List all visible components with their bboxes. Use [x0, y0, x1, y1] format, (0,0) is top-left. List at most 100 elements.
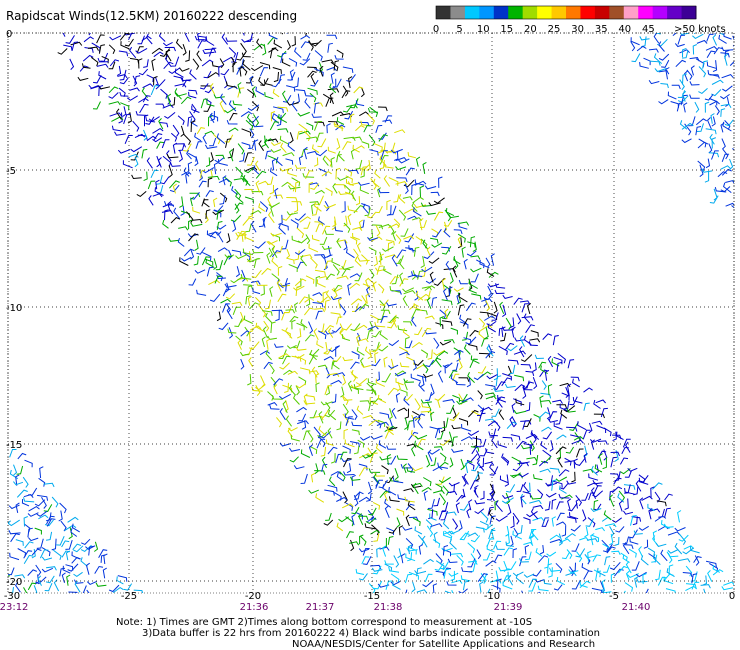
wind-barb: [247, 156, 255, 166]
wind-barb: [480, 511, 489, 523]
wind-barb: [525, 324, 535, 334]
wind-barb: [244, 326, 250, 337]
wind-barb: [304, 91, 314, 97]
wind-barb: [359, 111, 370, 117]
wind-barb: [431, 297, 438, 307]
wind-barb: [304, 307, 314, 316]
wind-barb: [350, 539, 355, 552]
wind-barb: [513, 409, 527, 415]
wind-barb: [402, 295, 408, 307]
wind-barb: [533, 474, 543, 481]
wind-barb: [699, 164, 704, 177]
wind-barb: [577, 421, 587, 431]
wind-barb: [68, 527, 73, 540]
wind-barb: [372, 281, 377, 292]
wind-barb: [507, 561, 517, 571]
wind-barb: [442, 545, 449, 556]
wind-barb: [393, 555, 400, 568]
wind-barb: [56, 535, 65, 546]
wind-barb: [414, 570, 427, 575]
wind-barb: [267, 211, 275, 224]
wind-barb: [537, 585, 549, 592]
wind-barb: [98, 85, 104, 97]
wind-barb: [220, 68, 230, 76]
wind-barb: [315, 373, 320, 384]
wind-barb: [421, 535, 428, 548]
wind-barb: [359, 164, 370, 171]
wind-barb: [97, 57, 109, 63]
wind-barb: [17, 548, 27, 557]
wind-barb: [322, 225, 331, 235]
wind-barb: [291, 235, 301, 243]
wind-barb: [300, 34, 311, 40]
wind-barb: [36, 538, 44, 549]
wind-barb: [427, 508, 438, 516]
wind-barb: [282, 152, 295, 157]
wind-barb: [322, 155, 329, 166]
wind-barb: [247, 374, 252, 386]
wind-barb: [532, 517, 545, 522]
wind-barb: [456, 494, 466, 503]
wind-barb: [625, 441, 631, 453]
wind-barb: [388, 527, 398, 534]
wind-barb: [444, 364, 449, 374]
wind-barb: [399, 272, 404, 285]
wind-barb: [265, 150, 272, 160]
wind-barb: [10, 533, 20, 543]
wind-barb: [188, 278, 197, 286]
wind-barb: [213, 209, 222, 218]
wind-barb: [280, 282, 290, 288]
wind-barb: [460, 503, 469, 511]
wind-barb: [391, 407, 397, 419]
wind-barb: [317, 138, 327, 148]
wind-barb: [294, 302, 299, 312]
wind-barb: [571, 562, 576, 573]
wind-barb: [521, 303, 529, 313]
wind-barb: [400, 464, 413, 469]
wind-barb: [630, 41, 636, 52]
wind-barb: [255, 180, 261, 193]
wind-barb: [303, 221, 311, 229]
wind-barb: [723, 581, 734, 586]
wind-barb: [343, 428, 349, 440]
wind-barb: [624, 544, 634, 550]
wind-barb: [278, 214, 283, 225]
wind-barb: [65, 550, 71, 561]
note-line-1: Note: 1) Times are GMT 2)Times along bot…: [116, 617, 532, 628]
time-labels: 23:12 21:36 21:37 21:38 21:39 21:40: [0, 602, 650, 613]
wind-barb: [428, 509, 434, 520]
wind-barb: [102, 567, 107, 579]
wind-barb: [552, 480, 563, 488]
wind-barb: [364, 207, 371, 217]
wind-barb: [467, 430, 480, 437]
wind-barb: [692, 44, 698, 55]
wind-barb: [324, 260, 332, 270]
wind-barb: [155, 79, 166, 87]
wind-barb: [488, 509, 495, 520]
wind-barb: [384, 563, 393, 572]
wind-barb: [378, 251, 383, 263]
wind-barb: [341, 265, 354, 270]
wind-barb: [439, 452, 447, 462]
wind-barb: [377, 187, 382, 198]
wind-barb: [347, 181, 360, 186]
wind-barb: [392, 231, 397, 241]
wind-barb: [388, 486, 397, 496]
wind-barb: [245, 76, 254, 84]
wind-barb: [403, 488, 414, 493]
wind-barb: [202, 251, 212, 261]
wind-barb: [235, 254, 248, 260]
wind-barb: [264, 92, 274, 100]
wind-barb: [588, 473, 599, 481]
wind-barb: [416, 589, 428, 593]
wind-barb: [395, 392, 401, 403]
wind-barb: [326, 123, 331, 134]
wind-barb: [414, 398, 421, 411]
wind-barb: [183, 143, 192, 152]
wind-barb: [689, 94, 700, 99]
wind-barb: [461, 246, 466, 258]
wind-barb: [327, 42, 334, 53]
wind-barb: [438, 476, 451, 484]
wind-barb: [643, 539, 649, 549]
wind-barb: [523, 541, 534, 546]
